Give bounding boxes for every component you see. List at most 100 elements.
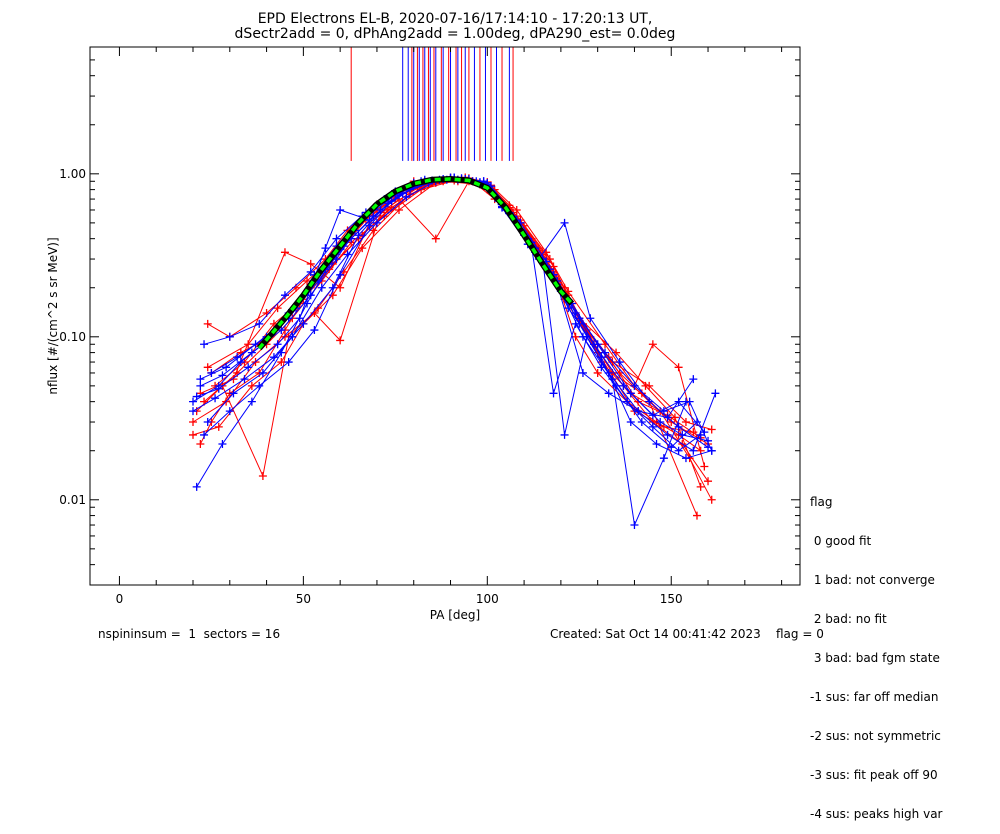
data-point-red xyxy=(512,205,521,214)
data-point-blue xyxy=(295,314,304,323)
data-point-blue xyxy=(604,389,613,398)
y-tick-label: 0.01 xyxy=(59,493,86,507)
data-point-blue xyxy=(189,407,198,416)
fit-curve xyxy=(257,177,574,350)
legend-title: flag xyxy=(810,495,833,509)
data-point-blue xyxy=(637,418,646,427)
data-point-blue xyxy=(402,193,411,202)
data-point-blue xyxy=(354,231,363,240)
legend-item: -3 sus: fit peak off 90 xyxy=(810,768,938,782)
data-point-red xyxy=(328,291,337,300)
plot-axes: 0 50 100 150 0.01 0.10 1.00 xyxy=(59,46,801,606)
x-tick-label: 50 xyxy=(296,592,311,606)
data-point-blue xyxy=(571,319,580,328)
data-point-blue xyxy=(689,375,698,384)
data-point-blue xyxy=(306,267,315,276)
data-point-blue xyxy=(711,389,720,398)
series-line-red xyxy=(203,179,712,430)
data-point-blue xyxy=(597,353,606,362)
data-point-blue xyxy=(189,397,198,406)
data-point-blue xyxy=(663,413,672,422)
data-point-red xyxy=(648,340,657,349)
data-point-blue xyxy=(365,221,374,230)
data-point-red xyxy=(692,511,701,520)
data-point-blue xyxy=(225,332,234,341)
data-point-blue xyxy=(707,446,716,455)
data-point-blue xyxy=(255,381,264,390)
y-axis-label: nflux [#/(cm^2 s sr MeV)] xyxy=(46,237,60,394)
series-line-blue xyxy=(192,176,716,452)
data-point-red xyxy=(280,248,289,257)
data-point-blue xyxy=(663,430,672,439)
data-point-blue xyxy=(207,368,216,377)
data-point-blue xyxy=(247,397,256,406)
data-point-blue xyxy=(196,375,205,384)
data-point-red xyxy=(704,477,713,486)
series-line-red xyxy=(192,180,694,436)
data-point-blue xyxy=(280,291,289,300)
legend-item: 0 good fit xyxy=(810,534,872,548)
data-point-red xyxy=(593,368,602,377)
data-point-red xyxy=(634,397,643,406)
y-tick-label: 1.00 xyxy=(59,167,86,181)
data-point-blue xyxy=(681,454,690,463)
data-point-blue xyxy=(372,218,381,227)
data-point-red xyxy=(395,205,404,214)
data-point-blue xyxy=(214,384,223,393)
data-point-blue xyxy=(623,397,632,406)
data-point-red xyxy=(674,363,683,372)
data-point-blue xyxy=(696,430,705,439)
data-point-red xyxy=(637,389,646,398)
data-point-blue xyxy=(200,430,209,439)
data-point-blue xyxy=(615,358,624,367)
data-point-red xyxy=(689,428,698,437)
data-point-blue xyxy=(674,446,683,455)
data-point-blue xyxy=(678,430,687,439)
data-point-blue xyxy=(225,407,234,416)
footer-created-info: Created: Sat Oct 14 00:41:42 2023 flag =… xyxy=(550,627,824,641)
data-point-blue xyxy=(317,283,326,292)
data-point-blue xyxy=(659,454,668,463)
data-point-blue xyxy=(321,244,330,253)
data-point-blue xyxy=(218,439,227,448)
legend-item: -2 sus: not symmetric xyxy=(810,729,941,743)
data-point-blue xyxy=(211,394,220,403)
data-point-blue xyxy=(634,407,643,416)
series-line-red xyxy=(192,179,698,516)
data-point-blue xyxy=(236,358,245,367)
data-point-blue xyxy=(332,234,341,243)
data-point-blue xyxy=(200,340,209,349)
data-point-blue xyxy=(258,368,267,377)
data-point-blue xyxy=(652,439,661,448)
data-point-blue xyxy=(575,314,584,323)
y-tick-label: 0.10 xyxy=(59,330,86,344)
series-line-red xyxy=(214,176,713,501)
chart-title: EPD Electrons EL-B, 2020-07-16/17:14:10 … xyxy=(258,11,653,27)
data-point-red xyxy=(247,381,256,390)
data-point-red xyxy=(707,495,716,504)
data-point-blue xyxy=(586,314,595,323)
x-axis-label: PA [deg] xyxy=(430,608,480,622)
data-point-blue xyxy=(310,326,319,335)
data-point-red xyxy=(203,363,212,372)
data-point-blue xyxy=(332,255,341,264)
flag-legend: flag 0 good fit 1 bad: not converge 2 ba… xyxy=(810,470,942,834)
legend-item: 1 bad: not converge xyxy=(810,573,935,587)
data-point-blue xyxy=(692,418,701,427)
data-point-blue xyxy=(269,353,278,362)
data-point-blue xyxy=(626,418,635,427)
data-point-blue xyxy=(196,381,205,390)
x-tick-label: 0 xyxy=(116,592,124,606)
data-point-red xyxy=(431,234,440,243)
data-point-red xyxy=(189,418,198,427)
data-point-blue xyxy=(273,340,282,349)
data-point-blue xyxy=(192,392,201,401)
data-point-blue xyxy=(303,299,312,308)
data-point-blue xyxy=(597,363,606,372)
chart-canvas: EPD Electrons EL-B, 2020-07-16/17:14:10 … xyxy=(46,11,801,622)
data-point-red xyxy=(336,336,345,345)
data-point-red xyxy=(203,319,212,328)
data-point-red xyxy=(280,332,289,341)
chart-subtitle: dSectr2add = 0, dPhAng2add = 1.00deg, dP… xyxy=(235,26,676,42)
legend-item: 3 bad: bad fgm state xyxy=(810,651,940,665)
